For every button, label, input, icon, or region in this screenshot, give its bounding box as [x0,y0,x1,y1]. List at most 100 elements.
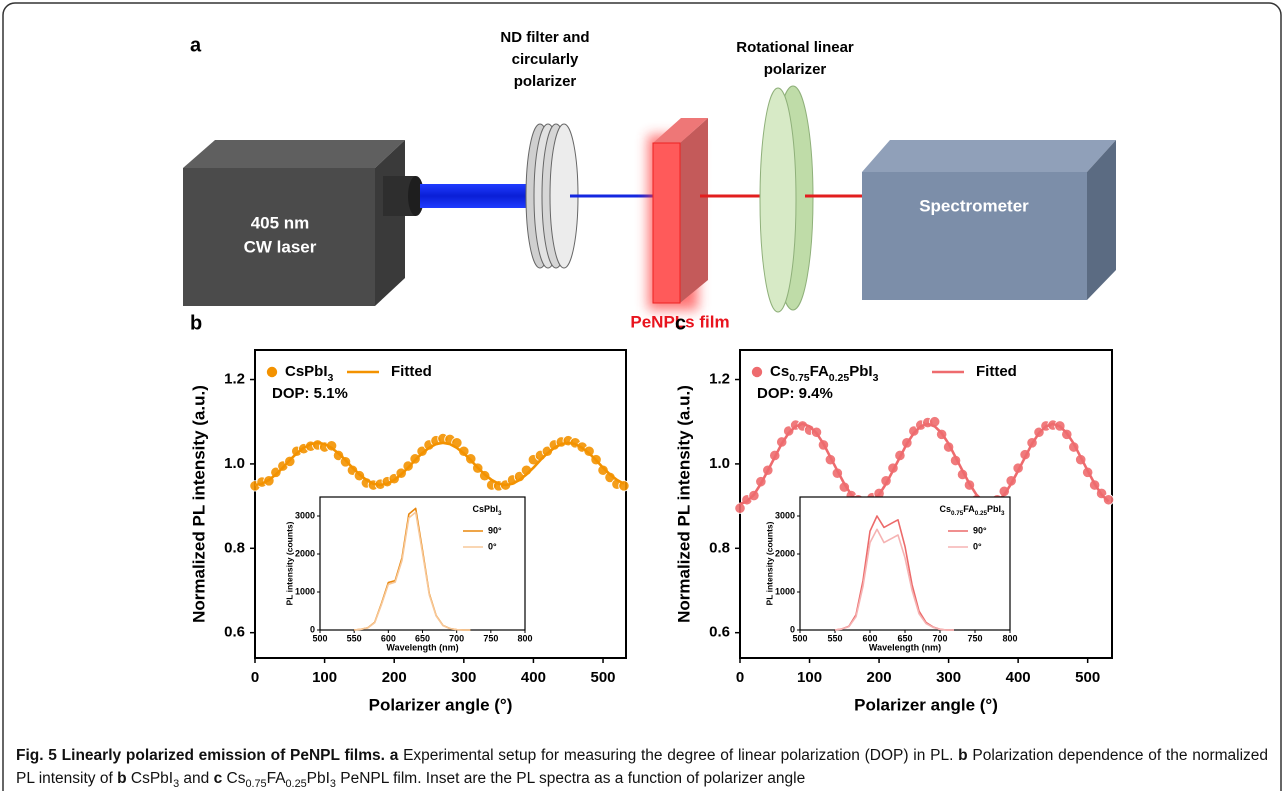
film-front [652,142,681,304]
component-label: ND filter and [500,29,589,46]
caption-text: Experimental setup for measuring the deg… [398,747,959,764]
caption-bold-text: b [958,747,968,764]
spectrometer-top [862,140,1116,172]
x-tick-label: 500 [591,669,616,686]
laser-top [183,140,405,168]
y-axis-label: PL intensity (counts) [284,521,294,605]
component-label: Rotational linear [736,39,854,56]
film-label: PeNPLs film [630,312,729,331]
laser-label: 405 nm [251,213,310,232]
data-point [583,445,595,457]
component-label: polarizer [764,61,827,78]
y-axis-label: Normalized PL intensity (a.u.) [189,385,208,623]
x-tick-label: 100 [312,669,337,686]
y-tick-label: 0 [310,624,315,634]
caption-text: Cs0.75FA0.25PbI3 PeNPL film. Inset are t… [222,770,806,791]
data-point [597,464,609,476]
y-tick-label: 1.0 [224,455,245,472]
data-point [734,502,746,514]
legend-label: Fitted [391,363,432,380]
y-tick-label: 1.2 [709,371,730,388]
panel-label: b [190,312,202,334]
figure-caption: Fig. 5 Linearly polarized emission of Pe… [16,744,1268,790]
y-tick-label: 3000 [295,510,315,520]
x-axis-label: Polarizer angle (°) [369,695,513,714]
y-tick-label: 2000 [775,548,795,558]
y-tick-label: 3000 [775,510,795,520]
legend-label: 90° [488,525,502,535]
setup-diagram [183,85,1116,313]
x-tick-label: 700 [449,633,464,643]
data-point [458,445,470,457]
y-tick-label: 2000 [295,548,315,558]
legend-title: Cs0.75FA0.25PbI3 [939,504,1005,517]
spectrometer-side [1087,140,1116,300]
y-tick-label: 0.6 [224,624,245,641]
y-tick-label: 0.8 [224,539,245,556]
y-axis-label: Normalized PL intensity (a.u.) [674,385,693,623]
x-tick-label: 750 [967,633,982,643]
x-tick-label: 650 [415,633,430,643]
data-point [416,445,428,457]
legend-label: Fitted [976,363,1017,380]
x-tick-label: 600 [862,633,877,643]
x-tick-label: 300 [936,669,961,686]
x-tick-label: 800 [1002,633,1017,643]
y-tick-label: 1.2 [224,371,245,388]
laser-label: CW laser [244,237,317,256]
caption-bold-text: b [117,770,127,787]
x-tick-label: 800 [517,633,532,643]
x-tick-label: 200 [867,669,892,686]
caption-text: Polarization dependence of the normalize… [16,747,1269,787]
spectrometer-label: Spectrometer [919,196,1029,215]
x-tick-label: 700 [932,633,947,643]
caption-text: CsPbI3 and [126,770,214,791]
legend-title: CsPbI3 [472,504,502,517]
x-tick-label: 600 [381,633,396,643]
caption-bold-text: a [384,747,399,764]
film-top [653,118,708,143]
x-tick-label: 0 [736,669,744,686]
legend-label: 90° [973,525,987,535]
legend-swatch [751,366,763,378]
spectrometer-front [862,172,1087,300]
x-tick-label: 400 [1006,669,1031,686]
x-tick-label: 550 [347,633,362,643]
inset-frame [319,496,526,631]
caption-bold-text: c [213,770,223,787]
x-tick-label: 100 [797,669,822,686]
y-axis-label: PL intensity (counts) [764,521,774,605]
x-tick-label: 200 [382,669,407,686]
y-tick-label: 1.0 [709,455,730,472]
x-tick-label: 500 [792,633,807,643]
legend-label: CsPbI3 [285,363,334,384]
inset-frame [799,496,1011,631]
legend-label: Cs0.75FA0.25PbI3 [770,363,879,384]
y-tick-label: 0.8 [709,539,730,556]
y-tick-label: 1000 [295,586,315,596]
component-label: circularly [512,51,579,68]
x-axis-label: Wavelength (nm) [869,642,941,652]
annotation: DOP: 5.1% [272,385,348,402]
x-tick-label: 0 [251,669,259,686]
annotation: DOP: 9.4% [757,385,833,402]
film-side [680,118,708,303]
panel-label: c [675,312,686,334]
x-tick-label: 750 [483,633,498,643]
spectrum-line [834,528,954,631]
x-tick-label: 550 [827,633,842,643]
x-tick-label: 500 [1075,669,1100,686]
spectrum-line [354,511,471,631]
x-tick-label: 500 [312,633,327,643]
y-tick-label: 1000 [775,586,795,596]
linear-polarizer [759,87,797,313]
caption-bold-text: Fig. 5 Linearly polarized emission of Pe… [16,747,385,764]
fit-line [739,422,1110,506]
x-tick-label: 300 [451,669,476,686]
blue-beam [420,184,528,208]
y-tick-label: 0 [790,624,795,634]
legend-swatch [266,366,278,378]
